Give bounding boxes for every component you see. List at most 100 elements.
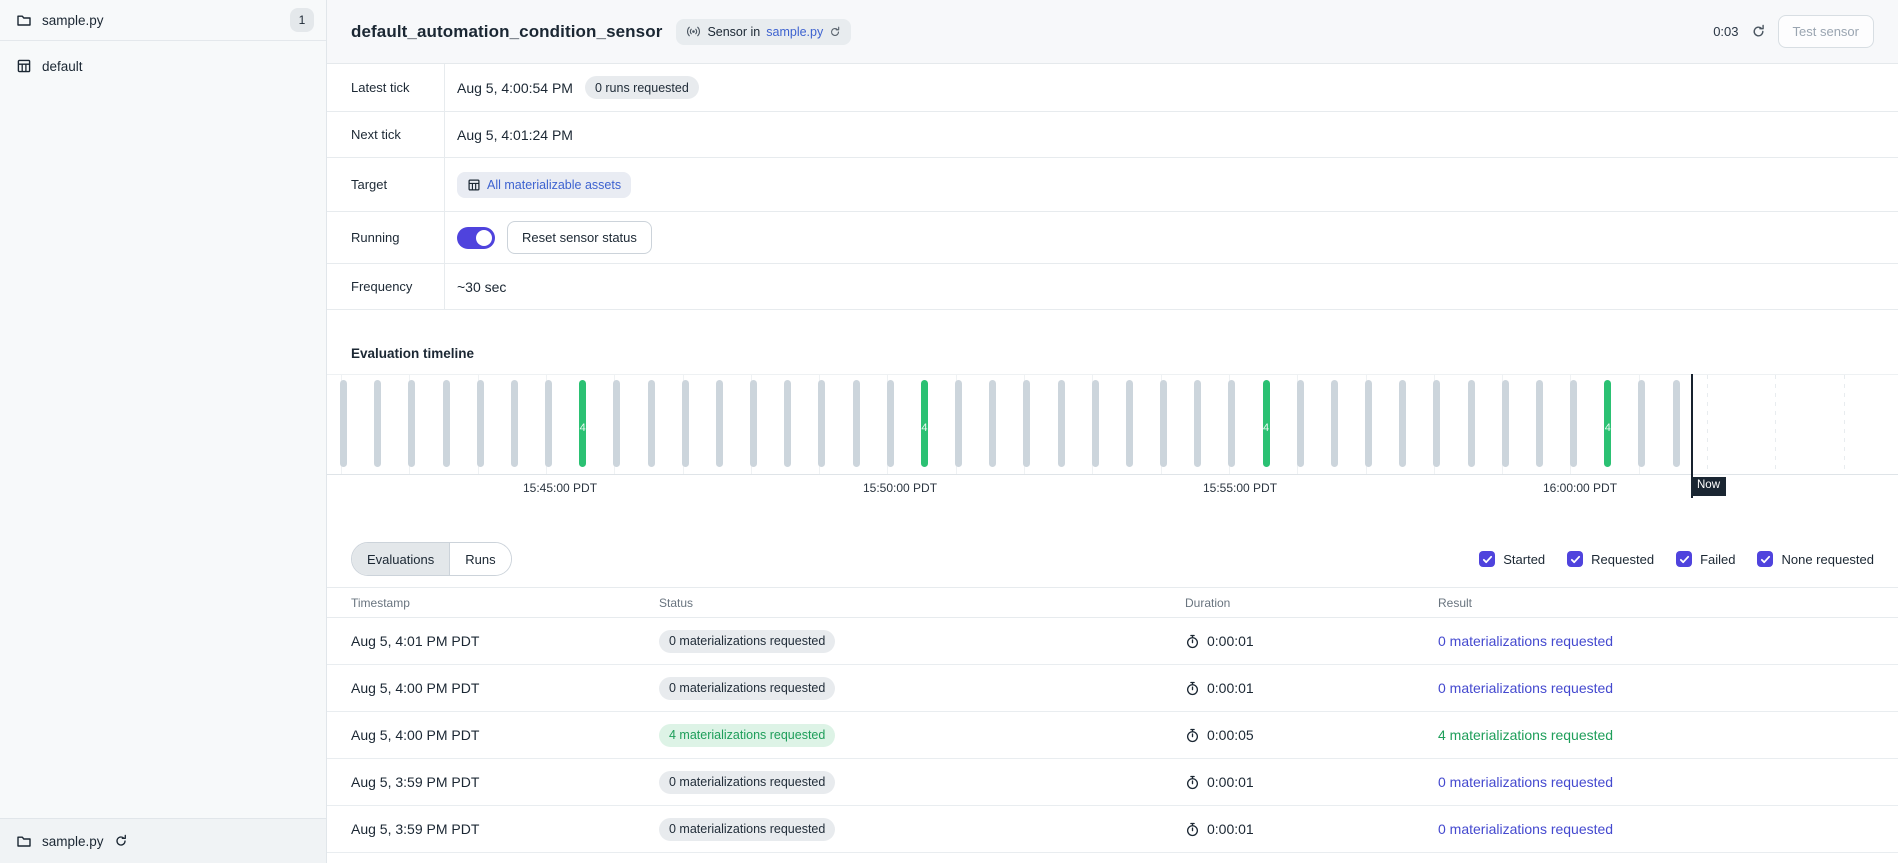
status-badge: 4 materializations requested [659, 724, 835, 747]
reset-sensor-status-button[interactable]: Reset sensor status [507, 221, 652, 254]
tick-bar-skipped[interactable] [408, 380, 415, 467]
tick-bar-skipped[interactable] [1570, 380, 1577, 467]
tick-bar-skipped[interactable] [853, 380, 860, 467]
evaluation-timeline-chart: 4 4 4 4 15:45:00 PDT15:50:00 PDT15:55:00 PD… [327, 374, 1898, 503]
timeline-axis: 15:45:00 PDT15:50:00 PDT15:55:00 PDT16:0… [327, 475, 1898, 503]
tick-bar-skipped[interactable] [477, 380, 484, 467]
info-row-frequency: Frequency ~30 sec [327, 264, 1898, 310]
sidebar-item-default-asset-group[interactable]: default [0, 49, 326, 83]
page-title: default_automation_condition_sensor [351, 22, 662, 42]
result-link[interactable]: 0 materializations requested [1438, 680, 1613, 696]
tick-bar-skipped[interactable] [818, 380, 825, 467]
tick-bar-count: 4 [579, 422, 586, 434]
sensor-icon [686, 24, 701, 39]
table-row[interactable]: Aug 5, 3:59 PM PDT0 materializations req… [327, 806, 1898, 853]
main-content: default_automation_condition_sensor Sens… [327, 0, 1898, 863]
tick-bar-skipped[interactable] [613, 380, 620, 467]
tick-bar-skipped[interactable] [511, 380, 518, 467]
running-toggle[interactable] [457, 227, 495, 249]
tick-bar-skipped[interactable] [750, 380, 757, 467]
tick-bar-skipped[interactable] [989, 380, 996, 467]
tick-bar-skipped[interactable] [784, 380, 791, 467]
table-row[interactable]: Aug 5, 4:00 PM PDT4 materializations req… [327, 712, 1898, 759]
tick-bar-requested[interactable]: 4 [1263, 380, 1270, 467]
tick-bar-skipped[interactable] [887, 380, 894, 467]
tick-bar-skipped[interactable] [955, 380, 962, 467]
tick-bar-skipped[interactable] [1502, 380, 1509, 467]
tab-evaluations[interactable]: Evaluations [352, 543, 449, 575]
sensor-badge-file-link[interactable]: sample.py [766, 25, 823, 39]
result-link[interactable]: 0 materializations requested [1438, 633, 1613, 649]
tick-bar-skipped[interactable] [374, 380, 381, 467]
timeline-plot-area: 4 4 4 4 [327, 374, 1898, 475]
checkbox-checked-icon[interactable] [1676, 551, 1692, 567]
result-link[interactable]: 0 materializations requested [1438, 821, 1613, 837]
tick-bar-skipped[interactable] [648, 380, 655, 467]
table-row[interactable]: Aug 5, 4:00 PM PDT 0 materializations req… [327, 665, 1898, 712]
test-sensor-button[interactable]: Test sensor [1778, 15, 1874, 48]
checkbox-checked-icon[interactable] [1567, 551, 1583, 567]
sidebar-footer-code-location[interactable]: sample.py [0, 818, 326, 863]
target-assets-link[interactable]: All materializable assets [457, 172, 631, 198]
tick-bar-skipped[interactable] [1433, 380, 1440, 467]
reload-icon-small[interactable] [829, 26, 841, 38]
page-header: default_automation_condition_sensor Sens… [327, 0, 1898, 64]
tick-bar-skipped[interactable] [1126, 380, 1133, 467]
tick-bar-skipped[interactable] [1228, 380, 1235, 467]
tab-runs[interactable]: Runs [449, 543, 510, 575]
next-tick-value: Aug 5, 4:01:24 PM [457, 127, 573, 143]
info-label: Next tick [327, 112, 445, 157]
tick-bar-skipped[interactable] [1194, 380, 1201, 467]
filter-checkbox-none-requested[interactable]: None requested [1757, 551, 1874, 567]
evaluation-timestamp: Aug 5, 4:01 PM PDT [351, 633, 479, 649]
checkbox-checked-icon[interactable] [1757, 551, 1773, 567]
filter-label: Started [1503, 552, 1545, 567]
tick-bar-skipped[interactable] [682, 380, 689, 467]
tick-bar-skipped[interactable] [1058, 380, 1065, 467]
tick-bar-skipped[interactable] [1638, 380, 1645, 467]
tick-bar-skipped[interactable] [1331, 380, 1338, 467]
footer-code-location-name: sample.py [42, 834, 104, 849]
tick-bar-skipped[interactable] [443, 380, 450, 467]
tick-bar-skipped[interactable] [1160, 380, 1167, 467]
tick-bar-count: 4 [921, 422, 928, 434]
code-location-count-badge: 1 [290, 8, 314, 32]
tick-bar-skipped[interactable] [1673, 380, 1680, 467]
refresh-button[interactable] [1751, 24, 1766, 39]
checkbox-checked-icon[interactable] [1479, 551, 1495, 567]
tick-bar-skipped[interactable] [716, 380, 723, 467]
filter-checkbox-started[interactable]: Started [1479, 551, 1545, 567]
list-controls: Evaluations Runs Started Requested Failed N… [327, 542, 1898, 576]
result-link[interactable]: 0 materializations requested [1438, 774, 1613, 790]
app-window: sample.py 1 default sample.py default_au… [0, 0, 1898, 863]
sidebar-code-location[interactable]: sample.py 1 [0, 0, 326, 41]
tick-bar-skipped[interactable] [1023, 380, 1030, 467]
sensor-badge-prefix: Sensor in [707, 25, 760, 39]
tick-bar-requested[interactable]: 4 [579, 380, 586, 467]
tick-bar-skipped[interactable] [1536, 380, 1543, 467]
reload-location-icon[interactable] [114, 834, 128, 848]
tick-bar-skipped[interactable] [1468, 380, 1475, 467]
result-link[interactable]: 4 materializations requested [1438, 727, 1613, 743]
tick-bar-requested[interactable]: 4 [921, 380, 928, 467]
status-badge: 0 materializations requested [659, 630, 835, 653]
sensor-location-badge: Sensor in sample.py [676, 19, 851, 45]
evaluation-timestamp: Aug 5, 4:00 PM PDT [351, 680, 479, 696]
table-row[interactable]: Aug 5, 4:01 PM PDT 0 materializations req… [327, 618, 1898, 665]
asset-group-label: default [42, 59, 83, 74]
tick-bar-skipped[interactable] [1297, 380, 1304, 467]
tick-bar-requested[interactable]: 4 [1604, 380, 1611, 467]
tick-bar-skipped[interactable] [1092, 380, 1099, 467]
info-row-next-tick: Next tick Aug 5, 4:01:24 PM [327, 112, 1898, 158]
tick-bar-skipped[interactable] [545, 380, 552, 467]
latest-tick-status-badge: 0 runs requested [585, 76, 699, 99]
tick-bar-skipped[interactable] [1399, 380, 1406, 467]
tick-bar-skipped[interactable] [1365, 380, 1372, 467]
filter-checkbox-requested[interactable]: Requested [1567, 551, 1654, 567]
status-badge: 0 materializations requested [659, 771, 835, 794]
table-row[interactable]: Aug 5, 3:59 PM PDT0 materializations req… [327, 759, 1898, 806]
column-header-timestamp: Timestamp [327, 596, 647, 610]
info-row-target: Target All materializable assets [327, 158, 1898, 212]
filter-checkbox-failed[interactable]: Failed [1676, 551, 1735, 567]
tick-bar-skipped[interactable] [340, 380, 347, 467]
